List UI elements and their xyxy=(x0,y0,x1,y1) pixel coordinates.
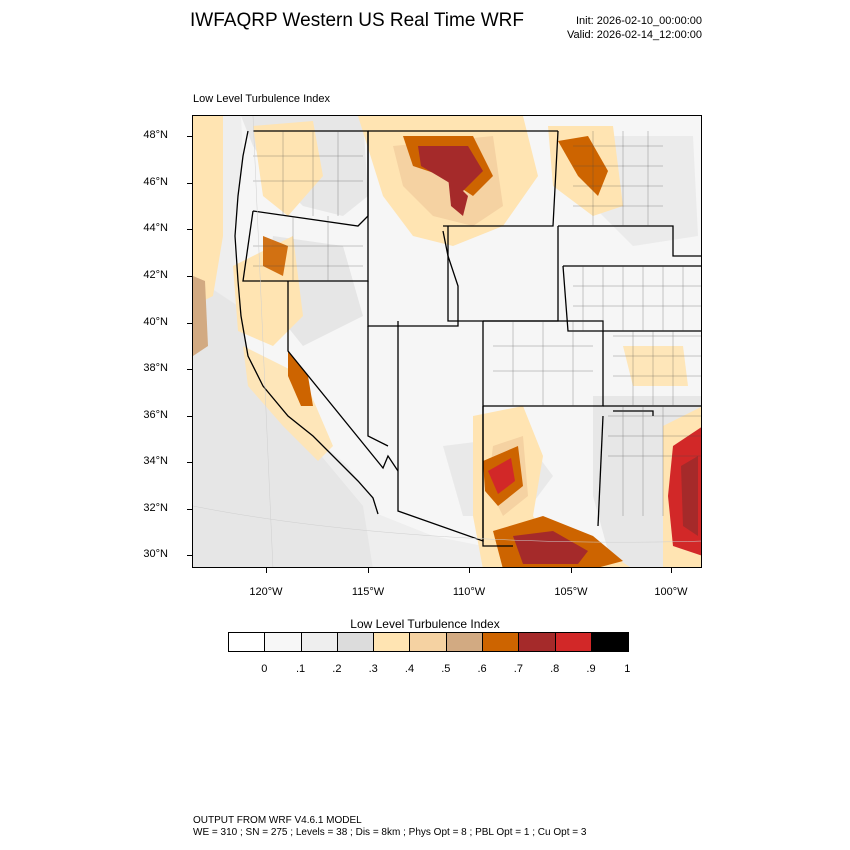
colorbar-label: .9 xyxy=(586,663,596,675)
lat-tick xyxy=(187,323,192,324)
coastline xyxy=(234,130,379,515)
lat-label-44: 44°N xyxy=(143,222,168,234)
lon-tick xyxy=(368,568,369,573)
lat-label-38: 38°N xyxy=(143,362,168,374)
lat-tick xyxy=(187,229,192,230)
lat-label-46: 46°N xyxy=(143,176,168,188)
lat-label-42: 42°N xyxy=(143,269,168,281)
lat-tick xyxy=(187,369,192,370)
colorbar-label: .5 xyxy=(441,663,451,675)
lon-label-105: 105°W xyxy=(554,586,588,598)
colorbar-segment xyxy=(483,633,520,651)
lat-label-32: 32°N xyxy=(143,502,168,514)
colorbar-label: 0 xyxy=(261,663,268,675)
colorbar-label: .2 xyxy=(332,663,342,675)
turbulence-map xyxy=(193,116,701,567)
colorbar-label: 1 xyxy=(624,663,631,675)
lon-tick xyxy=(266,568,267,573)
map-subtitle: Low Level Turbulence Index xyxy=(193,93,330,105)
footer-model: OUTPUT FROM WRF V4.6.1 MODEL xyxy=(193,815,362,826)
colorbar-segment xyxy=(301,633,338,651)
lon-tick xyxy=(469,568,470,573)
map-panel xyxy=(192,115,702,568)
lon-label-115: 115°W xyxy=(351,586,385,598)
lat-tick xyxy=(187,555,192,556)
colorbar xyxy=(228,632,630,652)
colorbar-segment xyxy=(374,633,411,651)
lat-tick xyxy=(187,136,192,137)
county-boundaries xyxy=(253,131,701,516)
colorbar-segment xyxy=(265,633,302,651)
run-info: Init: 2026-02-10_00:00:00 Valid: 2026-02… xyxy=(567,14,702,42)
lat-tick xyxy=(187,276,192,277)
footer: OUTPUT FROM WRF V4.6.1 MODEL WE = 310 ; … xyxy=(193,815,586,839)
land-area xyxy=(233,116,701,567)
colorbar-segment xyxy=(519,633,556,651)
lat-tick xyxy=(187,183,192,184)
init-time: Init: 2026-02-10_00:00:00 xyxy=(576,15,702,27)
state-boundaries xyxy=(242,130,701,547)
valid-time: Valid: 2026-02-14_12:00:00 xyxy=(567,29,702,41)
lon-label-120: 120°W xyxy=(249,586,283,598)
colorbar-segment xyxy=(591,633,629,651)
lon-tick xyxy=(671,568,672,573)
lat-tick xyxy=(187,416,192,417)
colorbar-label: .1 xyxy=(296,663,306,675)
colorbar-label: .8 xyxy=(550,663,560,675)
lat-label-30: 30°N xyxy=(143,548,168,560)
colorbar-segment xyxy=(229,633,266,651)
footer-params: WE = 310 ; SN = 275 ; Levels = 38 ; Dis … xyxy=(193,827,587,838)
lat-label-34: 34°N xyxy=(143,455,168,467)
lon-label-110: 110°W xyxy=(452,586,486,598)
lat-label-48: 48°N xyxy=(143,129,168,141)
lat-tick xyxy=(187,509,192,510)
colorbar-segment xyxy=(337,633,375,651)
colorbar-label: .7 xyxy=(513,663,523,675)
colorbar-segment xyxy=(555,633,592,651)
lat-tick xyxy=(187,462,192,463)
colorbar-label: .3 xyxy=(368,663,378,675)
colorbar-label: .4 xyxy=(404,663,415,675)
lat-label-40: 40°N xyxy=(143,316,168,328)
colorbar-segment xyxy=(446,633,484,651)
colorbar-title: Low Level Turbulence Index xyxy=(350,617,500,631)
lon-label-100: 100°W xyxy=(654,586,688,598)
page-title: IWFAQRP Western US Real Time WRF xyxy=(190,10,524,31)
lon-tick xyxy=(571,568,572,573)
lat-label-36: 36°N xyxy=(143,409,168,421)
graticule xyxy=(193,116,701,567)
colorbar-label: .6 xyxy=(477,663,487,675)
colorbar-segment xyxy=(410,633,447,651)
